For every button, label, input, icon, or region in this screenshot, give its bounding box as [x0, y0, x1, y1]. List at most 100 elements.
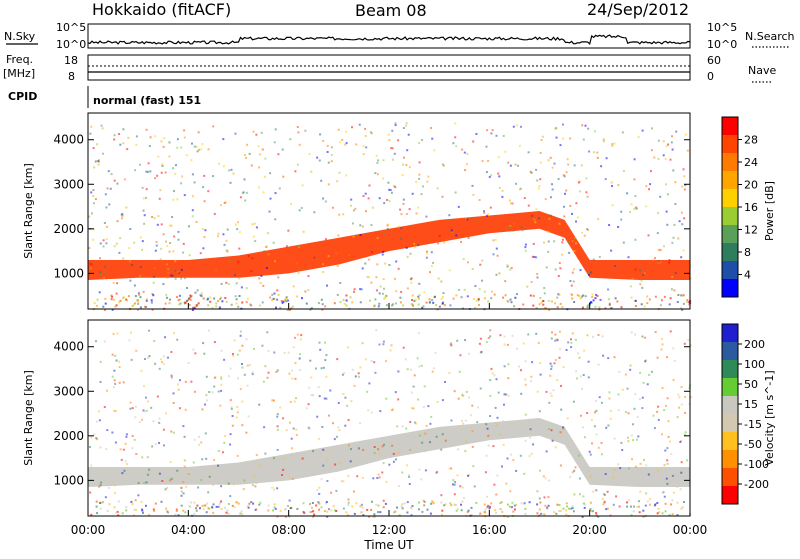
low-range-speckle — [258, 503, 261, 506]
colorbar-segment — [722, 207, 738, 226]
echo-speckle — [553, 162, 556, 165]
echo-speckle — [590, 271, 593, 274]
echo-speckle — [393, 185, 396, 188]
echo-speckle — [167, 511, 170, 514]
echo-speckle — [390, 191, 393, 194]
echo-speckle — [322, 263, 325, 266]
echo-speckle — [406, 368, 409, 371]
echo-speckle — [188, 505, 191, 508]
echo-speckle — [555, 136, 558, 139]
low-range-speckle — [583, 506, 586, 509]
echo-speckle — [476, 421, 479, 424]
echo-speckle — [316, 489, 319, 492]
low-range-speckle — [643, 305, 646, 308]
echo-speckle — [134, 416, 137, 419]
echo-speckle — [220, 282, 223, 285]
echo-speckle — [154, 177, 157, 180]
echo-speckle — [150, 301, 153, 304]
echo-speckle — [602, 354, 605, 357]
echo-speckle — [453, 483, 456, 486]
echo-speckle — [493, 293, 496, 296]
echo-speckle — [288, 421, 291, 424]
echo-speckle — [410, 391, 413, 394]
echo-speckle — [135, 453, 138, 455]
low-range-speckle — [581, 295, 584, 298]
echo-speckle — [169, 242, 172, 244]
low-range-speckle — [499, 508, 501, 510]
echo-speckle — [444, 503, 447, 506]
low-range-speckle — [411, 505, 414, 507]
echo-speckle — [401, 471, 404, 474]
echo-speckle — [651, 127, 653, 130]
echo-speckle — [660, 348, 663, 351]
echo-speckle — [520, 226, 523, 229]
echo-speckle — [437, 242, 440, 245]
echo-speckle — [536, 490, 539, 493]
low-range-speckle — [325, 501, 328, 503]
echo-speckle — [503, 343, 506, 346]
echo-speckle — [336, 247, 339, 250]
echo-speckle — [173, 332, 176, 335]
echo-speckle — [610, 181, 613, 184]
echo-speckle — [549, 362, 552, 365]
echo-speckle — [121, 483, 124, 486]
echo-speckle — [318, 341, 321, 344]
echo-speckle — [345, 142, 348, 145]
echo-speckle — [267, 349, 270, 352]
low-range-speckle — [579, 297, 582, 300]
echo-speckle — [281, 474, 284, 476]
echo-speckle — [98, 419, 101, 422]
low-range-speckle — [102, 501, 104, 504]
echo-speckle — [485, 214, 488, 217]
echo-speckle — [454, 136, 457, 139]
echo-speckle — [235, 282, 238, 285]
echo-speckle — [287, 229, 290, 232]
echo-speckle — [524, 360, 527, 363]
echo-speckle — [318, 159, 321, 162]
echo-speckle — [495, 423, 498, 426]
echo-speckle — [330, 491, 333, 494]
echo-speckle — [681, 223, 684, 226]
echo-speckle — [157, 155, 160, 158]
low-range-speckle — [272, 509, 274, 512]
echo-speckle — [609, 409, 612, 412]
echo-speckle — [627, 412, 630, 415]
echo-speckle — [394, 124, 397, 127]
echo-speckle — [592, 335, 595, 338]
echo-speckle — [114, 441, 117, 444]
low-range-speckle — [558, 509, 561, 512]
low-range-speckle — [578, 294, 581, 297]
low-range-speckle — [477, 299, 480, 302]
echo-speckle — [537, 341, 540, 344]
echo-speckle — [573, 250, 576, 252]
echo-speckle — [420, 478, 423, 481]
low-range-speckle — [241, 301, 244, 304]
low-range-speckle — [614, 297, 617, 300]
echo-speckle — [220, 485, 223, 488]
echo-speckle — [557, 293, 560, 296]
echo-speckle — [440, 448, 443, 451]
echo-speckle — [361, 476, 364, 479]
echo-speckle — [597, 334, 600, 336]
low-range-speckle — [360, 511, 363, 514]
echo-speckle — [674, 203, 677, 205]
low-range-speckle — [154, 502, 157, 505]
echo-speckle — [89, 446, 91, 448]
velocity-panel-data — [88, 329, 692, 518]
echo-speckle — [486, 427, 489, 430]
low-range-speckle — [466, 510, 469, 513]
echo-speckle — [119, 237, 122, 240]
echo-speckle — [626, 192, 629, 195]
low-range-speckle — [483, 297, 486, 300]
echo-speckle — [213, 376, 216, 379]
echo-speckle — [559, 431, 562, 434]
echo-speckle — [406, 501, 409, 504]
echo-speckle — [160, 140, 163, 143]
echo-speckle — [562, 366, 565, 369]
echo-speckle — [165, 293, 168, 296]
echo-speckle — [593, 425, 596, 428]
echo-speckle — [269, 197, 272, 200]
low-range-speckle — [186, 299, 189, 302]
echo-speckle — [539, 362, 542, 365]
